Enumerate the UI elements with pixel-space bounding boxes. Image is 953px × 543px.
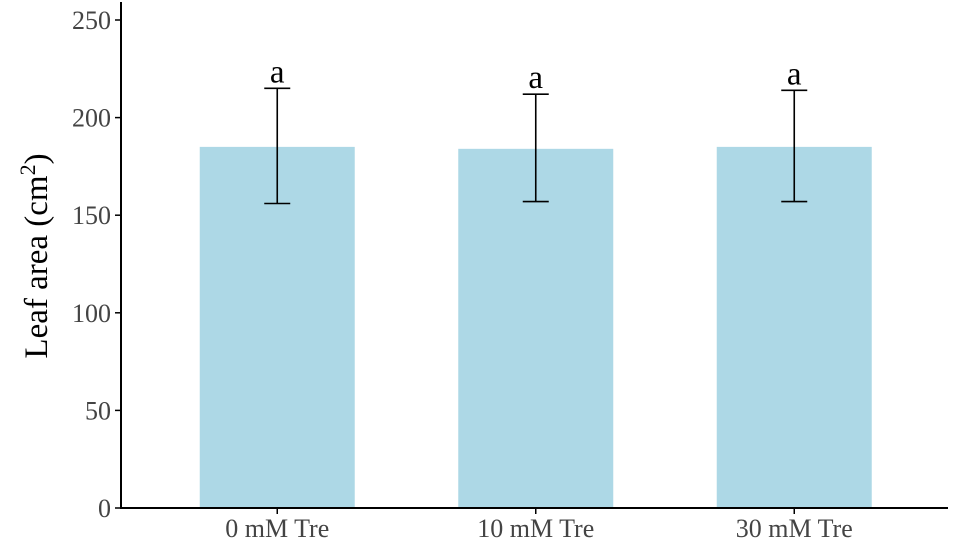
significance-label: a <box>528 60 543 96</box>
y-axis-ticks: 0 50 100 150 200 250 <box>72 6 121 523</box>
x-tick-label: 0 mM Tre <box>225 514 329 543</box>
x-axis-ticks: 0 mM Tre 10 mM Tre 30 mM Tre <box>225 508 853 543</box>
bar-1 <box>458 148 614 508</box>
bar-0 <box>199 146 355 508</box>
y-tick-label: 50 <box>85 396 111 425</box>
y-axis-title: Leaf area (cm2) <box>15 153 55 358</box>
y-tick-label: 200 <box>72 104 111 133</box>
significance-label: a <box>787 56 802 92</box>
y-tick-label: 0 <box>98 494 111 523</box>
error-bar-0 <box>264 87 291 205</box>
bars <box>199 146 872 508</box>
x-tick-label: 10 mM Tre <box>477 514 594 543</box>
significance-label: a <box>270 54 285 90</box>
error-bar-2 <box>781 89 808 203</box>
error-bar-1 <box>522 93 549 203</box>
y-tick-label: 150 <box>72 201 111 230</box>
x-tick-label: 30 mM Tre <box>736 514 853 543</box>
y-tick-label: 250 <box>72 6 111 35</box>
y-tick-label: 100 <box>72 299 111 328</box>
error-bars <box>264 87 808 205</box>
bar-2 <box>716 146 872 508</box>
